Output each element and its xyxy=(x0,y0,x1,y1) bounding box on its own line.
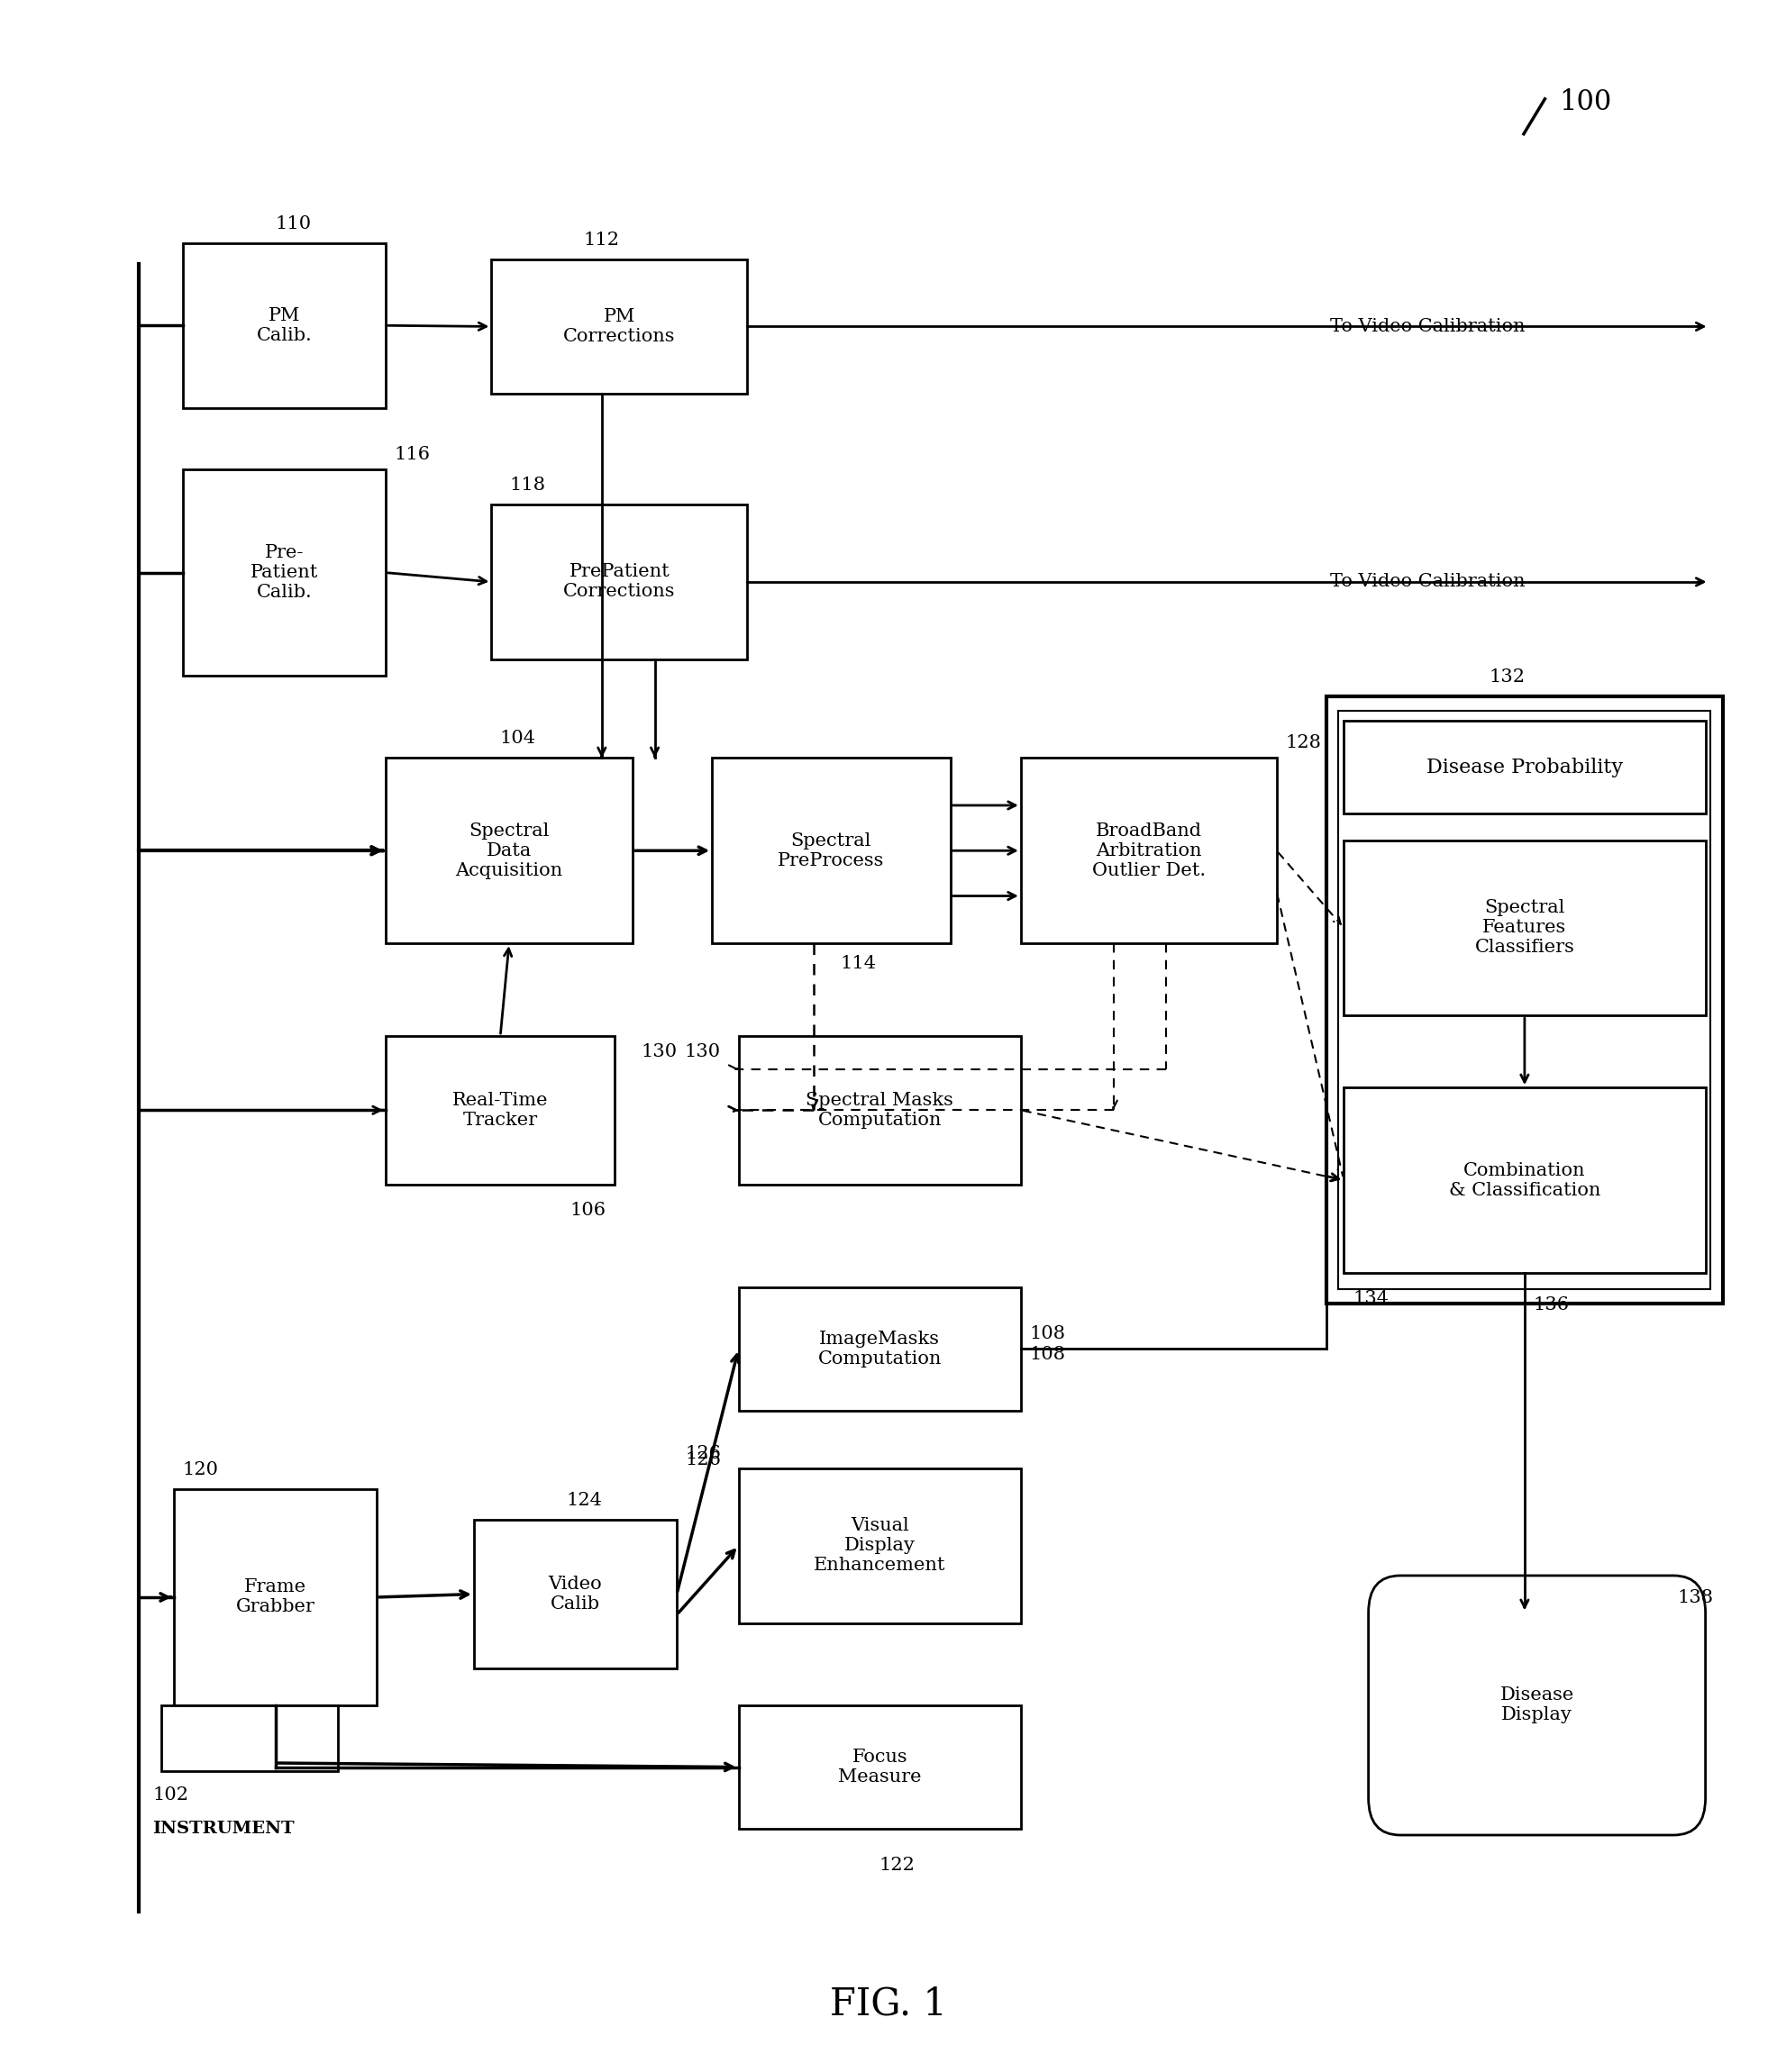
FancyBboxPatch shape xyxy=(1343,721,1706,814)
Text: Real-Time
Tracker: Real-Time Tracker xyxy=(453,1092,549,1129)
Text: 118: 118 xyxy=(510,477,546,493)
Text: FIG. 1: FIG. 1 xyxy=(830,1985,947,2022)
FancyBboxPatch shape xyxy=(492,506,748,659)
FancyBboxPatch shape xyxy=(492,259,748,394)
Text: 110: 110 xyxy=(275,215,311,232)
FancyBboxPatch shape xyxy=(739,1287,1020,1411)
Text: To Video Calibration: To Video Calibration xyxy=(1329,317,1525,336)
Text: PM
Corrections: PM Corrections xyxy=(563,309,675,344)
Text: 138: 138 xyxy=(1677,1589,1713,1606)
Text: PM
Calib.: PM Calib. xyxy=(256,307,313,344)
Text: Spectral Masks
Computation: Spectral Masks Computation xyxy=(805,1092,954,1129)
Text: Spectral
Features
Classifiers: Spectral Features Classifiers xyxy=(1475,899,1574,957)
Text: PrePatient
Corrections: PrePatient Corrections xyxy=(563,564,675,601)
FancyBboxPatch shape xyxy=(1343,1088,1706,1272)
FancyBboxPatch shape xyxy=(386,758,633,943)
Text: Disease
Display: Disease Display xyxy=(1500,1687,1574,1724)
Text: 134: 134 xyxy=(1352,1291,1388,1307)
FancyBboxPatch shape xyxy=(739,1036,1020,1185)
FancyBboxPatch shape xyxy=(1343,841,1706,1015)
FancyBboxPatch shape xyxy=(174,1490,377,1705)
Text: 112: 112 xyxy=(585,232,620,249)
Text: 104: 104 xyxy=(499,729,537,748)
Text: Focus
Measure: Focus Measure xyxy=(839,1749,920,1786)
Text: To Video Calibration: To Video Calibration xyxy=(1329,574,1525,591)
Text: 130: 130 xyxy=(684,1042,721,1061)
Text: 132: 132 xyxy=(1489,669,1525,686)
Text: Visual
Display
Enhancement: Visual Display Enhancement xyxy=(814,1517,945,1575)
Text: 108: 108 xyxy=(1029,1326,1066,1343)
Text: Frame
Grabber: Frame Grabber xyxy=(236,1579,315,1616)
Text: 100: 100 xyxy=(1558,89,1612,116)
Text: ImageMasks
Computation: ImageMasks Computation xyxy=(817,1330,942,1368)
FancyBboxPatch shape xyxy=(183,242,386,408)
Text: 106: 106 xyxy=(570,1202,606,1218)
FancyBboxPatch shape xyxy=(713,758,951,943)
Text: 126: 126 xyxy=(684,1444,721,1463)
Text: Combination
& Classification: Combination & Classification xyxy=(1448,1162,1601,1198)
Text: BroadBand
Arbitration
Outlier Det.: BroadBand Arbitration Outlier Det. xyxy=(1091,823,1205,879)
Text: 136: 136 xyxy=(1534,1297,1569,1314)
Text: 108: 108 xyxy=(1029,1347,1066,1363)
FancyBboxPatch shape xyxy=(183,470,386,675)
FancyBboxPatch shape xyxy=(1368,1575,1706,1836)
Text: 126: 126 xyxy=(684,1450,721,1467)
FancyBboxPatch shape xyxy=(474,1521,677,1668)
Text: 128: 128 xyxy=(1285,733,1322,752)
Text: 102: 102 xyxy=(153,1786,188,1803)
FancyBboxPatch shape xyxy=(739,1469,1020,1622)
FancyBboxPatch shape xyxy=(739,1705,1020,1830)
Text: Video
Calib: Video Calib xyxy=(549,1575,602,1612)
Text: 116: 116 xyxy=(394,445,430,462)
Text: 114: 114 xyxy=(841,955,876,972)
Text: Disease Probability: Disease Probability xyxy=(1427,758,1622,777)
FancyBboxPatch shape xyxy=(386,1036,615,1185)
Text: 130: 130 xyxy=(641,1042,677,1061)
Text: Spectral
PreProcess: Spectral PreProcess xyxy=(778,833,885,868)
Text: Pre-
Patient
Calib.: Pre- Patient Calib. xyxy=(251,545,318,601)
FancyBboxPatch shape xyxy=(1326,696,1724,1303)
Text: 120: 120 xyxy=(183,1461,219,1477)
Text: 124: 124 xyxy=(567,1492,602,1508)
Text: INSTRUMENT: INSTRUMENT xyxy=(153,1821,295,1836)
Text: 122: 122 xyxy=(880,1857,915,1873)
FancyBboxPatch shape xyxy=(162,1705,338,1772)
FancyBboxPatch shape xyxy=(1020,758,1276,943)
Text: Spectral
Data
Acquisition: Spectral Data Acquisition xyxy=(455,823,563,879)
